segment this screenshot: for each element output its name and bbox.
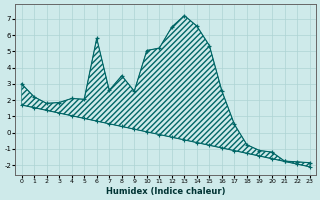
X-axis label: Humidex (Indice chaleur): Humidex (Indice chaleur) [106,187,225,196]
